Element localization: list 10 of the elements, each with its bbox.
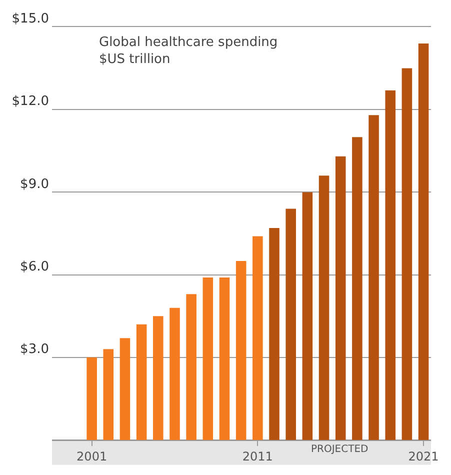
y-tick-label: $15.0 (12, 12, 49, 27)
text: PROJECTED (311, 444, 369, 455)
text: Global healthcare spending $US trillion (99, 35, 278, 67)
y-tick-label: $6.0 (20, 259, 49, 274)
y-tick-label: $9.0 (20, 176, 49, 192)
y-tick-label: $12.0 (12, 94, 49, 110)
x-tick-label: 2001 (76, 449, 108, 464)
y-tick-label: $3.0 (20, 342, 49, 357)
x-tick-label: 2011 (242, 449, 273, 464)
x-tick-label: 2021 (408, 449, 439, 464)
